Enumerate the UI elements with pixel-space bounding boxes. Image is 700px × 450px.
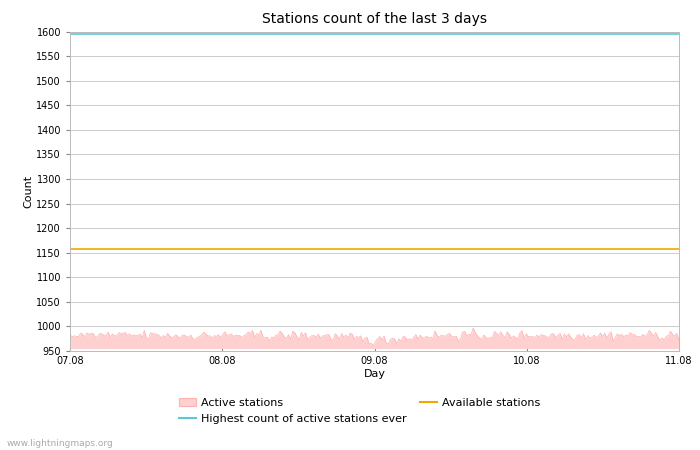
Legend: Active stations, Highest count of active stations ever, Available stations: Active stations, Highest count of active… — [179, 398, 540, 423]
Y-axis label: Count: Count — [23, 175, 34, 208]
X-axis label: Day: Day — [363, 369, 386, 378]
Title: Stations count of the last 3 days: Stations count of the last 3 days — [262, 12, 487, 26]
Text: www.lightningmaps.org: www.lightningmaps.org — [7, 439, 113, 448]
